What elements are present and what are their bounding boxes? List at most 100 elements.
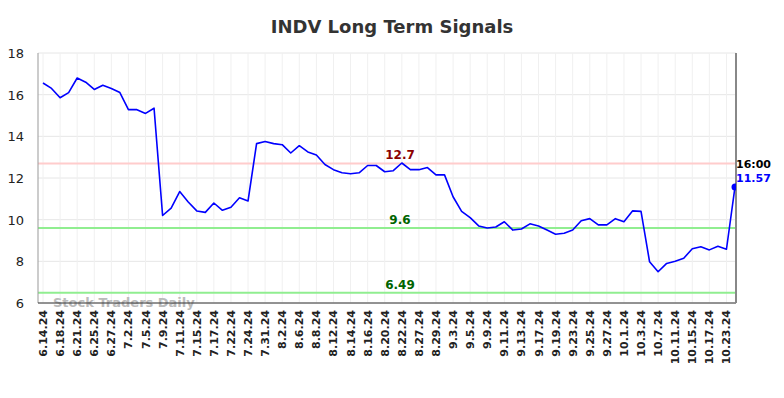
grid-line bbox=[692, 53, 693, 303]
grid-line bbox=[111, 53, 112, 303]
x-tick-label: 9.23.24 bbox=[567, 310, 580, 357]
grid-line bbox=[230, 53, 231, 303]
grid-line bbox=[265, 53, 266, 303]
reference-line bbox=[38, 292, 736, 294]
x-tick-label: 8.6.24 bbox=[293, 310, 306, 349]
grid-line bbox=[641, 53, 642, 303]
grid-line bbox=[38, 303, 736, 304]
grid-line bbox=[709, 53, 710, 303]
reference-label: 12.7 bbox=[385, 148, 415, 162]
title: INDV Long Term Signals bbox=[271, 16, 514, 37]
grid-line bbox=[367, 53, 368, 303]
x-tick-label: 10.3.24 bbox=[635, 310, 648, 357]
grid-line bbox=[94, 53, 95, 303]
x-tick-label: 7.22.24 bbox=[225, 310, 238, 357]
x-tick-label: 10.7.24 bbox=[652, 310, 665, 357]
x-tick-label: 8.2.24 bbox=[276, 310, 289, 349]
y-tick-label: 14 bbox=[7, 129, 24, 144]
x-tick-label: 7.17.24 bbox=[208, 310, 221, 357]
grid-line bbox=[470, 53, 471, 303]
grid-line bbox=[453, 53, 454, 303]
x-axis bbox=[38, 303, 736, 304]
chart: INDV Long Term Signals 6 8 10 12 14 16 18 6.14.2… bbox=[0, 0, 784, 398]
grid-line bbox=[658, 53, 659, 303]
y-tick-label: 8 bbox=[16, 254, 24, 269]
grid-line bbox=[401, 53, 402, 303]
grid-line bbox=[43, 53, 44, 303]
series-group bbox=[43, 78, 736, 272]
y-tick-label: 16 bbox=[7, 88, 24, 103]
grid-line bbox=[316, 53, 317, 303]
grid-line bbox=[38, 94, 736, 95]
grid-line bbox=[606, 53, 607, 303]
y-tick-label: 12 bbox=[7, 171, 24, 186]
x-tick-label: 9.9.24 bbox=[481, 310, 494, 349]
x-tick-label: 7.11.24 bbox=[174, 310, 187, 357]
x-tick-label: 7.9.24 bbox=[157, 310, 170, 349]
x-tick-label: 8.16.24 bbox=[362, 310, 375, 357]
x-tick-label: 10.15.24 bbox=[686, 310, 699, 365]
x-tick-label: 6.18.24 bbox=[54, 310, 67, 357]
y-axis bbox=[38, 53, 39, 303]
x-tick-label: 9.27.24 bbox=[601, 310, 614, 357]
grid-line bbox=[38, 178, 736, 179]
grid-line bbox=[521, 53, 522, 303]
reference-label: 9.6 bbox=[389, 213, 410, 227]
x-tick-label: 9.19.24 bbox=[550, 310, 563, 357]
x-tick-label: 6.27.24 bbox=[105, 310, 118, 357]
x-tick-label: 8.29.24 bbox=[430, 310, 443, 357]
annotation-value: 11.57 bbox=[736, 172, 771, 185]
x-tick-label: 8.8.24 bbox=[310, 310, 323, 349]
grid-line bbox=[435, 53, 436, 303]
grid-line bbox=[248, 53, 249, 303]
grid-line bbox=[38, 219, 736, 220]
x-tick-label: 10.11.24 bbox=[669, 310, 682, 365]
reference-line bbox=[38, 227, 736, 229]
grid-line bbox=[282, 53, 283, 303]
annotation-time: 16:00 bbox=[736, 158, 771, 171]
grid-line bbox=[179, 53, 180, 303]
grid-line bbox=[418, 53, 419, 303]
grid-line bbox=[128, 53, 129, 303]
x-tick-label: 9.5.24 bbox=[464, 310, 477, 349]
grid-line bbox=[675, 53, 676, 303]
grid-line bbox=[572, 53, 573, 303]
reference-label: 6.49 bbox=[385, 278, 415, 292]
grid-line bbox=[623, 53, 624, 303]
x-tick-label: 8.27.24 bbox=[413, 310, 426, 357]
grid-line bbox=[145, 53, 146, 303]
grid-line bbox=[60, 53, 61, 303]
grid-line bbox=[77, 53, 78, 303]
grid-line bbox=[196, 53, 197, 303]
grid-line bbox=[384, 53, 385, 303]
grid-line bbox=[504, 53, 505, 303]
grid-line bbox=[38, 136, 736, 137]
x-tick-label: 6.21.24 bbox=[71, 310, 84, 357]
grid-line bbox=[487, 53, 488, 303]
reference-line bbox=[38, 162, 736, 164]
x-tick-label: 8.12.24 bbox=[327, 310, 340, 357]
grid-line bbox=[333, 53, 334, 303]
x-tick-label: 6.14.24 bbox=[37, 310, 50, 357]
y-tick-label: 18 bbox=[7, 46, 24, 61]
x-tick-label: 9.17.24 bbox=[533, 310, 546, 357]
x-tick-label: 10.23.24 bbox=[720, 310, 733, 365]
grid-line bbox=[350, 53, 351, 303]
x-tick-label: 10.17.24 bbox=[703, 310, 716, 365]
grid-line bbox=[38, 261, 736, 262]
grid-line bbox=[162, 53, 163, 303]
grid-line bbox=[726, 53, 727, 303]
x-tick-label: 8.20.24 bbox=[379, 310, 392, 357]
y-tick-label: 10 bbox=[7, 213, 24, 228]
grid-line bbox=[38, 53, 736, 54]
x-tick-label: 9.3.24 bbox=[447, 310, 460, 349]
y-tick-label: 6 bbox=[16, 296, 24, 311]
x-tick-label: 10.1.24 bbox=[618, 310, 631, 357]
x-tick-label: 9.13.24 bbox=[515, 310, 528, 357]
grid-line bbox=[299, 53, 300, 303]
grid-line bbox=[538, 53, 539, 303]
grid-line bbox=[589, 53, 590, 303]
x-tick-label: 7.2.24 bbox=[122, 310, 135, 349]
x-tick-label: 9.25.24 bbox=[584, 310, 597, 357]
x-tick-label: 8.22.24 bbox=[396, 310, 409, 357]
